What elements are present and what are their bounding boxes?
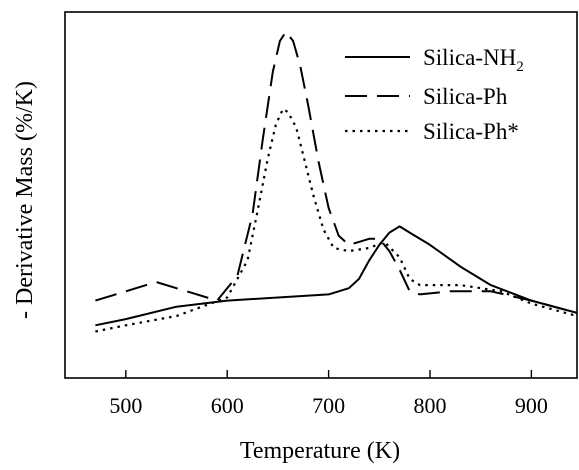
legend-label-silica-ph: Silica-Ph: [423, 84, 508, 109]
x-tick-label-700: 700: [312, 393, 345, 418]
legend-label-silica-nh2-main: Silica-NH: [423, 45, 516, 70]
x-axis-title: Temperature (K): [240, 438, 400, 464]
y-axis-title: - Derivative Mass (%/K): [12, 81, 38, 319]
x-tick-label-600: 600: [211, 393, 244, 418]
series-line-silica-nh2: [95, 225, 578, 327]
legend: Silica-NH2 Silica-Ph Silica-Ph*: [345, 45, 524, 144]
legend-label-silica-nh2: Silica-NH2: [423, 45, 524, 75]
legend-label-silica-nh2-sub: 2: [516, 59, 524, 75]
x-tick-label-500: 500: [109, 393, 142, 418]
x-tick-label-800: 800: [413, 393, 446, 418]
legend-label-silica-ph-star: Silica-Ph*: [423, 119, 519, 144]
x-axis: 500 600 700 800 900: [109, 370, 548, 418]
x-tick-label-900: 900: [515, 393, 548, 418]
series-line-silica-ph: [95, 30, 578, 314]
plot-frame: [64, 11, 578, 379]
series-layer: [95, 30, 578, 333]
